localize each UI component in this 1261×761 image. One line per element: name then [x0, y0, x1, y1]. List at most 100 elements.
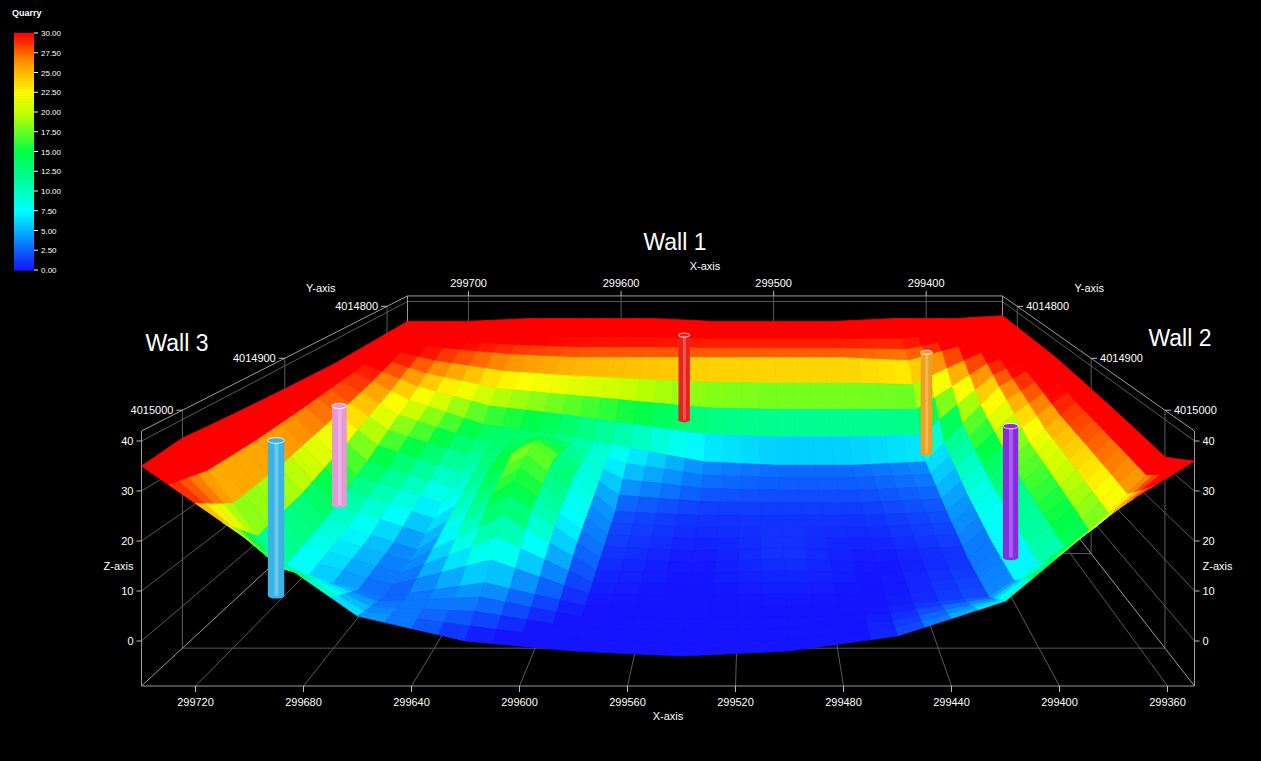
colorbar-segment: [14, 33, 34, 36]
surface-cell: [667, 562, 692, 574]
surface-cell: [813, 437, 833, 465]
surface-cell: [798, 478, 819, 491]
surface-cell: [739, 537, 761, 549]
surface-cell: [704, 434, 723, 462]
surface-cell: [815, 634, 843, 647]
surface-cell: [691, 358, 709, 383]
surface-cell: [742, 358, 759, 383]
surface-cell: [799, 490, 820, 503]
surface-cell: [825, 358, 844, 384]
surface-cell: [643, 348, 662, 358]
surface-cell: [775, 339, 792, 348]
surface-cell: [787, 606, 813, 617]
box-edge: [1194, 431, 1195, 686]
surface-cell: [603, 629, 632, 642]
surface-cell: [686, 432, 706, 462]
surface-cell: [758, 321, 774, 330]
x-tick: [843, 686, 844, 692]
z-axis-title: Z-axis: [104, 560, 134, 572]
surface-cell: [784, 558, 808, 571]
surface-cell: [647, 328, 665, 338]
colorbar-tick: [34, 151, 38, 152]
surface-cell: [850, 320, 868, 330]
colorbar-tick: [34, 250, 38, 251]
surface-cell: [850, 550, 875, 563]
surface-cell: [466, 626, 497, 643]
surface-cell: [868, 329, 886, 339]
colorbar: Quarry0.002.505.007.5010.0012.5015.0017.…: [12, 8, 62, 275]
surface-cell: [759, 436, 778, 465]
surface-cell: [740, 476, 760, 489]
surface-cell: [658, 618, 685, 631]
surface-cell: [709, 348, 726, 357]
surface-cell: [637, 379, 657, 403]
surface-cell: [640, 358, 660, 380]
surface-cell: [727, 330, 743, 339]
annotations: Wall 1Wall 2Wall 3: [145, 229, 1211, 356]
surface-cell: [859, 358, 879, 383]
surface-cell: [696, 321, 713, 331]
x-back-tick: [621, 291, 622, 296]
surface-cell: [629, 338, 648, 348]
surface-cell: [762, 640, 789, 653]
surface-cell: [646, 549, 671, 562]
surface-cell: [709, 630, 736, 643]
surface-cell: [493, 630, 524, 647]
surface-cell: [636, 497, 659, 514]
z-tick-label: 40: [121, 435, 133, 447]
surface-cell: [652, 403, 672, 429]
surface-cell: [608, 523, 633, 536]
surface-cell: [853, 562, 879, 574]
colorbar-tick-label: 17.50: [41, 128, 62, 137]
well-top: [678, 333, 689, 337]
surface-cell: [737, 571, 761, 583]
surface-cell: [712, 595, 738, 607]
surface-cell: [449, 597, 480, 611]
surface-cell: [789, 637, 817, 651]
surface-cell: [867, 526, 892, 539]
z-tick-label: 0: [127, 635, 133, 647]
surface-cell: [627, 536, 652, 549]
surface-cell: [586, 594, 614, 606]
surface-cell: [806, 548, 830, 560]
surface-cell: [948, 607, 978, 618]
z-tick-label: 30: [121, 485, 133, 497]
surface-cell: [695, 527, 718, 539]
surface-cell: [710, 618, 736, 630]
surface-cell: [604, 535, 630, 548]
surface-cell: [616, 400, 637, 425]
colorbar-tick: [34, 270, 38, 271]
surface-cell: [608, 606, 636, 618]
surface-cell: [739, 515, 760, 526]
y-tick-label: 4015000: [1174, 404, 1217, 416]
surface-cell: [1167, 460, 1194, 474]
surface-cell: [710, 339, 727, 348]
surface-cell: [680, 486, 702, 502]
surface-cell: [665, 319, 682, 329]
surface-cell: [738, 559, 762, 572]
y-grid-line: [1164, 410, 1165, 648]
surface-cell: [583, 606, 611, 617]
surface-cell: [612, 511, 636, 524]
surface-cell: [881, 501, 905, 515]
wall-label: Wall 3: [145, 330, 208, 356]
surface-cell: [922, 615, 952, 628]
well-body: [268, 441, 284, 596]
z-tick-label: 10: [1203, 585, 1215, 597]
surface-cell: [737, 583, 762, 595]
surface-cell: [671, 538, 695, 551]
surface-cell: [759, 330, 775, 339]
x-tick: [951, 686, 952, 692]
surface-cell: [662, 469, 684, 486]
surface-cell: [842, 631, 871, 643]
surface-cell: [612, 422, 633, 448]
surface-cell: [652, 525, 676, 538]
surface-cell: [657, 498, 680, 514]
surface-cell: [711, 330, 728, 339]
surface-cell: [285, 564, 319, 581]
surface-cell: [726, 339, 743, 348]
surface-cell: [639, 482, 662, 499]
surface-cell: [719, 502, 740, 515]
x-back-tick-label: 299700: [450, 277, 487, 289]
surface-cell: [692, 348, 710, 358]
